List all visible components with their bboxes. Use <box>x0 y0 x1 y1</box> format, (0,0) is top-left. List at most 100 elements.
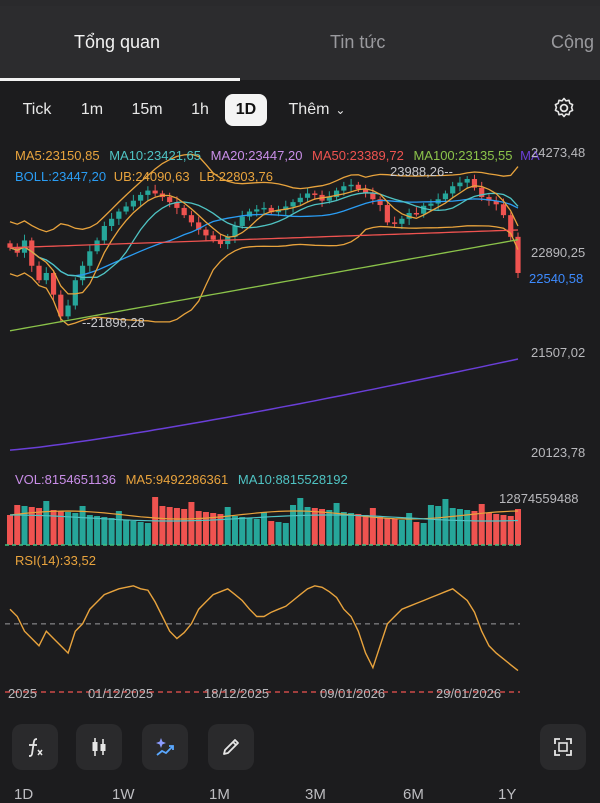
volume-bar <box>188 502 195 545</box>
volume-bar <box>319 509 326 545</box>
pencil-icon <box>223 739 239 755</box>
candle-body <box>471 179 478 188</box>
candle-body <box>515 236 521 273</box>
high-annotation: 23988,26-- <box>390 164 453 179</box>
range-1m[interactable]: 1M <box>209 786 230 803</box>
candle-body <box>290 202 296 207</box>
volume-bar <box>253 519 260 545</box>
volume-bar <box>377 517 384 545</box>
candle-body <box>268 207 274 213</box>
candle-body <box>355 184 361 190</box>
range-1w[interactable]: 1W <box>112 786 135 803</box>
volume-bar <box>86 515 93 545</box>
candle-body <box>239 216 245 226</box>
volume-bar <box>246 518 253 545</box>
volume-bar <box>72 513 79 545</box>
candle-body <box>384 205 390 223</box>
volume-bar <box>449 508 456 545</box>
volume-bar <box>456 509 463 545</box>
rsi-line <box>9 585 519 672</box>
candle-body <box>196 222 202 230</box>
legend-ub: UB:24090,63 <box>113 169 190 184</box>
candle-body <box>210 235 216 240</box>
volume-bar <box>108 518 115 545</box>
volume-bar <box>420 523 427 545</box>
draw-button[interactable] <box>208 724 254 770</box>
volume-bar <box>57 511 64 545</box>
chart-type-button[interactable] <box>76 724 122 770</box>
candle-body <box>479 187 485 198</box>
volume-bar <box>275 522 282 545</box>
volume-bar <box>282 523 289 545</box>
volume-bar <box>137 522 144 545</box>
candle-body <box>116 211 122 219</box>
candle-body <box>181 207 187 216</box>
timeframe-1m[interactable]: 1m <box>80 101 104 118</box>
volume-legend: VOL:8154651136 MA5:9492286361 MA10:88155… <box>15 472 348 487</box>
more-button[interactable]: Thêm ⌄ <box>282 94 352 126</box>
volume-bar <box>442 499 449 545</box>
chart-toolbar <box>0 716 600 772</box>
volume-bar <box>333 503 340 545</box>
fullscreen-button[interactable] <box>540 724 586 770</box>
volume-bar <box>36 508 43 545</box>
timeframe-1d[interactable]: 1D <box>225 94 267 126</box>
timeframe-15m[interactable]: 15m <box>131 101 163 118</box>
volume-bar <box>28 507 35 545</box>
active-tab-indicator <box>0 78 240 81</box>
boll-legend: BOLL:23447,20 UB:24090,63 LB:22803,76 <box>15 169 273 184</box>
date-axis-label: 01/12/2025 <box>88 686 154 701</box>
candle-body <box>43 272 49 281</box>
ma100-line <box>9 239 519 332</box>
volume-bar <box>21 506 28 545</box>
volume-bar <box>485 513 492 545</box>
volume-bar <box>202 512 209 545</box>
range-3m[interactable]: 3M <box>305 786 326 803</box>
candle-body <box>413 212 419 215</box>
fullscreen-icon <box>554 738 572 756</box>
tab-news[interactable]: Tin tức <box>330 32 386 52</box>
range-1y[interactable]: 1Y <box>498 786 517 803</box>
low-value: 21898,28 <box>90 315 145 330</box>
tab-community[interactable]: Cộng <box>551 32 595 52</box>
candle-body <box>188 215 195 223</box>
volume-bar <box>159 506 166 545</box>
price-chart[interactable] <box>0 130 600 715</box>
volume-bar <box>239 517 246 545</box>
ai-analysis-button[interactable] <box>142 724 188 770</box>
volume-bar <box>101 517 108 545</box>
volume-bar <box>173 508 180 545</box>
candle-body <box>406 212 412 219</box>
legend-boll: BOLL:23447,20 <box>15 169 107 184</box>
candle-body <box>341 186 347 191</box>
date-axis-label: 29/01/2026 <box>436 686 502 701</box>
range-selector: 1D 1W 1M 3M 6M 1Y <box>0 780 600 803</box>
legend-ma5: MA5:23150,85 <box>15 148 100 163</box>
volume-bar <box>369 508 376 545</box>
tab-overview[interactable]: Tổng quan <box>74 32 161 52</box>
candle-body <box>232 225 238 237</box>
candle-body <box>138 194 144 201</box>
legend-lb: LB:22803,76 <box>199 169 273 184</box>
candle-body <box>29 240 35 266</box>
timeframe-1h[interactable]: 1h <box>191 101 209 118</box>
indicator-button[interactable] <box>12 724 58 770</box>
gear-icon[interactable] <box>552 96 576 120</box>
volume-bar <box>500 515 507 545</box>
timeframe-tick[interactable]: Tick <box>22 101 52 118</box>
volume-bar <box>435 506 442 545</box>
legend-vol-ma10: MA10:8815528192 <box>237 472 348 487</box>
volume-bar <box>478 504 485 545</box>
candle-body <box>145 190 151 195</box>
candle-body <box>254 209 260 212</box>
price-axis-label: 21507,02 <box>531 345 586 360</box>
bollinger-upper-line <box>9 153 519 233</box>
low-annotation: --21898,28 <box>82 315 145 330</box>
range-6m[interactable]: 6M <box>403 786 424 803</box>
range-1d[interactable]: 1D <box>14 786 34 803</box>
candle-body <box>94 240 100 252</box>
candle-body <box>486 197 492 201</box>
candle-body <box>493 200 499 205</box>
candle-body <box>370 193 376 200</box>
volume-bar <box>290 505 297 545</box>
